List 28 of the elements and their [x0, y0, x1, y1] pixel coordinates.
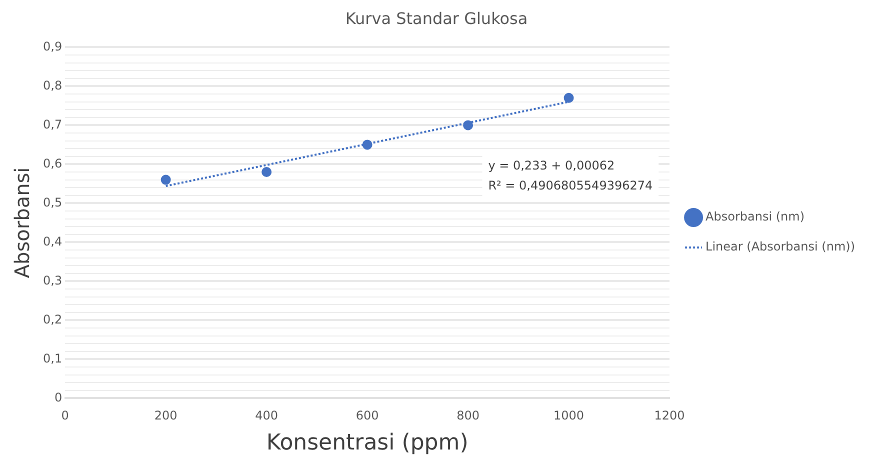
y-tick-label: 0,5 — [42, 195, 62, 210]
chart-title: Kurva Standar Glukosa — [345, 8, 528, 28]
x-tick-label: 800 — [456, 408, 480, 423]
x-tick-label: 200 — [154, 408, 178, 423]
y-tick-label: 0,1 — [42, 351, 62, 366]
annotation: y = 0,233 + 0,00062 — [488, 158, 615, 173]
y-axis-title: Absorbansi — [10, 167, 34, 278]
y-tick-label: 0 — [54, 390, 62, 404]
point — [564, 92, 574, 103]
x-tick-label: 600 — [356, 408, 379, 423]
y-tick-label: 0,4 — [42, 234, 62, 248]
point — [463, 120, 474, 130]
annotation: R² = 0,4906805549396274 — [488, 178, 653, 193]
y-tick-label: 0,7 — [42, 117, 62, 132]
x-tick-label: 1200 — [654, 408, 685, 423]
y-tick-label: 0,8 — [42, 78, 62, 92]
legend-label: Linear (Absorbansi (nm)) — [706, 240, 856, 254]
point — [362, 140, 372, 150]
y-tick-label: 0,2 — [42, 312, 62, 326]
x-tick-label: 1000 — [554, 408, 584, 423]
point — [262, 167, 272, 177]
y-tick-label: 0,6 — [42, 156, 62, 170]
y-tick-label: 0,9 — [42, 39, 62, 54]
point — [160, 174, 171, 185]
x-axis-title: Konsentrasi (ppm) — [266, 430, 468, 456]
x-tick-label: 400 — [255, 408, 278, 423]
y-tick-label: 0,3 — [42, 273, 62, 288]
legend-label: Absorbansi (nm) — [706, 210, 805, 224]
